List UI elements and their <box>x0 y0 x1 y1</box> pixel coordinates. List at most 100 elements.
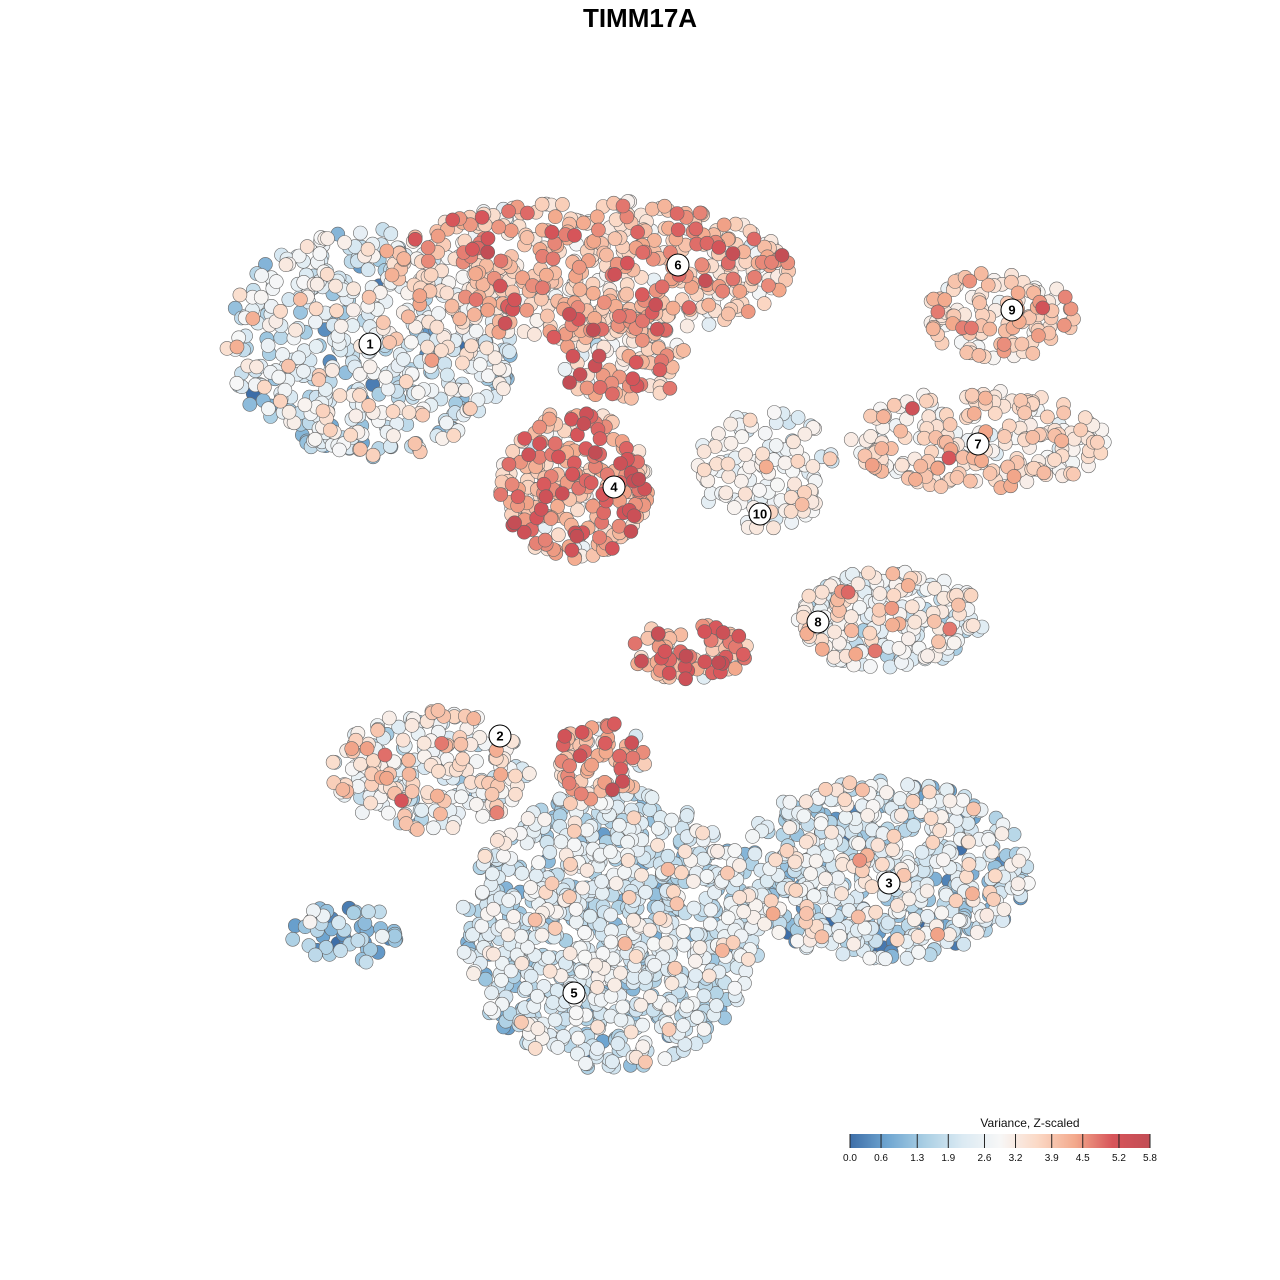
scatter-point <box>510 489 526 505</box>
scatter-point <box>253 289 269 305</box>
scatter-point <box>1057 317 1072 333</box>
scatter-point <box>733 473 749 489</box>
scatter-point <box>374 928 390 944</box>
scatter-point <box>797 485 812 500</box>
scatter-point <box>768 852 783 868</box>
scatter-point <box>474 210 490 225</box>
scatter-point <box>531 855 546 871</box>
scatter-point <box>383 226 399 241</box>
scatter-point <box>695 825 710 841</box>
scatter-point <box>420 253 436 269</box>
scatter-point <box>796 808 812 824</box>
scatter-point <box>412 288 428 304</box>
scatter-point <box>658 935 674 951</box>
scatter-point <box>996 336 1012 352</box>
scatter-point <box>550 1040 566 1055</box>
scatter-point <box>596 295 612 310</box>
scatter-point <box>676 937 692 953</box>
scatter-point <box>576 215 591 231</box>
scatter-point <box>382 335 397 350</box>
scatter-point <box>607 231 623 246</box>
scatter-point <box>790 410 806 425</box>
scatter-point <box>320 231 335 246</box>
scatter-point <box>931 634 946 650</box>
scatter-point <box>982 321 998 337</box>
scatter-point <box>709 998 724 1013</box>
scatter-point <box>1031 328 1046 343</box>
scatter-point <box>489 833 505 848</box>
scatter-point <box>666 884 681 900</box>
scatter-point <box>514 865 530 881</box>
scatter-point <box>594 874 610 889</box>
scatter-point <box>613 761 629 777</box>
scatter-point <box>513 928 529 944</box>
scatter-point <box>468 266 483 282</box>
scatter-point <box>959 869 974 885</box>
scatter-point <box>862 950 878 966</box>
scatter-point <box>546 329 562 345</box>
scatter-point <box>885 842 900 858</box>
scatter-point <box>555 197 570 212</box>
cluster-label-10: 10 <box>748 502 772 526</box>
scatter-point <box>414 802 430 818</box>
scatter-point <box>650 837 665 853</box>
scatter-point <box>879 785 894 800</box>
scatter-point <box>644 790 660 805</box>
scatter-point <box>508 768 523 784</box>
scatter-point <box>1057 289 1073 305</box>
scatter-point <box>434 736 450 751</box>
scatter-point <box>1017 405 1032 421</box>
scatter-point <box>814 641 830 657</box>
scatter-point <box>469 797 484 812</box>
scatter-point <box>840 584 856 600</box>
scatter-point <box>430 228 446 244</box>
scatter-point <box>716 217 732 233</box>
scatter-point <box>495 381 511 397</box>
scatter-point <box>439 285 455 301</box>
scatter-point <box>299 239 315 254</box>
scatter-point <box>360 262 376 278</box>
legend-tick-label: 2.6 <box>978 1153 992 1164</box>
scatter-point <box>735 646 751 662</box>
scatter-point <box>517 431 532 446</box>
legend-color-bar <box>850 1134 1150 1148</box>
scatter-point <box>770 477 785 493</box>
scatter-point <box>1014 336 1030 352</box>
scatter-point <box>1035 300 1050 316</box>
scatter-point <box>445 820 461 835</box>
scatter-point <box>539 267 554 283</box>
cluster-label-1: 1 <box>358 332 382 356</box>
scatter-point <box>530 1021 546 1036</box>
scatter-point <box>725 271 741 287</box>
scatter-point <box>564 411 579 427</box>
scatter-point <box>348 408 364 424</box>
scatter-point <box>628 354 644 370</box>
scatter-point <box>919 393 934 409</box>
scatter-point <box>965 886 980 902</box>
scatter-point <box>790 933 805 949</box>
scatter-point <box>281 358 296 374</box>
scatter-point <box>877 951 893 967</box>
scatter-point <box>822 451 838 467</box>
scatter-point <box>542 844 558 860</box>
scatter-point <box>905 401 920 416</box>
scatter-point <box>466 966 481 981</box>
scatter-point <box>699 869 715 884</box>
scatter-point <box>774 248 790 263</box>
scatter-point <box>331 915 347 931</box>
scatter-point <box>688 221 704 237</box>
scatter-point <box>930 304 946 320</box>
scatter-point <box>592 380 608 395</box>
scatter-point <box>808 853 824 869</box>
scatter-point <box>519 230 535 245</box>
scatter-point <box>731 628 747 644</box>
scatter-point <box>905 794 921 809</box>
scatter-point <box>920 648 935 664</box>
scatter-point <box>545 251 561 267</box>
scatter-point <box>297 397 313 413</box>
scatter-point <box>732 890 748 905</box>
scatter-point <box>533 501 549 517</box>
scatter-point <box>605 782 620 798</box>
scatter-point <box>534 196 550 212</box>
scatter-point <box>455 899 471 915</box>
